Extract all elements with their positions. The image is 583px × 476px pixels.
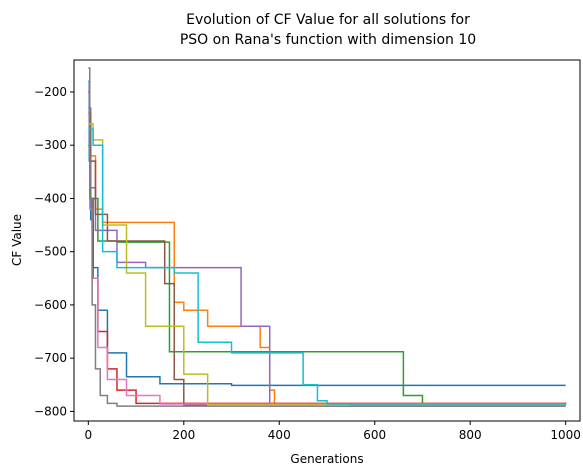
series-line-8 bbox=[88, 67, 566, 407]
series-line-4 bbox=[88, 91, 567, 405]
x-tick-label: 800 bbox=[459, 428, 482, 442]
y-axis: −200 −300 −400 −500 −600 −700 −800 bbox=[34, 85, 74, 418]
x-axis-label: Generations bbox=[290, 452, 363, 466]
series-layer bbox=[88, 67, 567, 407]
y-tick-label: −500 bbox=[34, 245, 67, 259]
x-tick-label: 400 bbox=[268, 428, 291, 442]
chart-title-line-1: Evolution of CF Value for all solutions … bbox=[186, 12, 470, 28]
x-tick-label: 600 bbox=[363, 428, 386, 442]
x-tick-label: 200 bbox=[172, 428, 195, 442]
x-tick-label: 0 bbox=[85, 428, 93, 442]
series-line-7 bbox=[88, 101, 566, 405]
chart-title-line-2: PSO on Rana's function with dimension 10 bbox=[180, 32, 476, 48]
series-line-10 bbox=[88, 128, 566, 406]
x-axis: 0 200 400 600 800 1000 bbox=[85, 421, 581, 442]
series-line-1 bbox=[88, 80, 566, 387]
y-tick-label: −800 bbox=[34, 404, 67, 418]
series-line-9 bbox=[88, 123, 566, 406]
series-line-5 bbox=[88, 107, 566, 407]
y-tick-label: −600 bbox=[34, 298, 67, 312]
y-tick-label: −300 bbox=[34, 138, 67, 152]
series-line-3 bbox=[88, 144, 566, 405]
y-tick-label: −700 bbox=[34, 351, 67, 365]
plot-frame bbox=[73, 59, 581, 422]
y-axis-label: CF Value bbox=[10, 214, 24, 266]
series-line-6 bbox=[88, 112, 566, 406]
y-tick-label: −400 bbox=[34, 191, 67, 205]
series-line-2 bbox=[88, 117, 566, 406]
x-tick-label: 1000 bbox=[550, 428, 581, 442]
y-tick-label: −200 bbox=[34, 85, 67, 99]
